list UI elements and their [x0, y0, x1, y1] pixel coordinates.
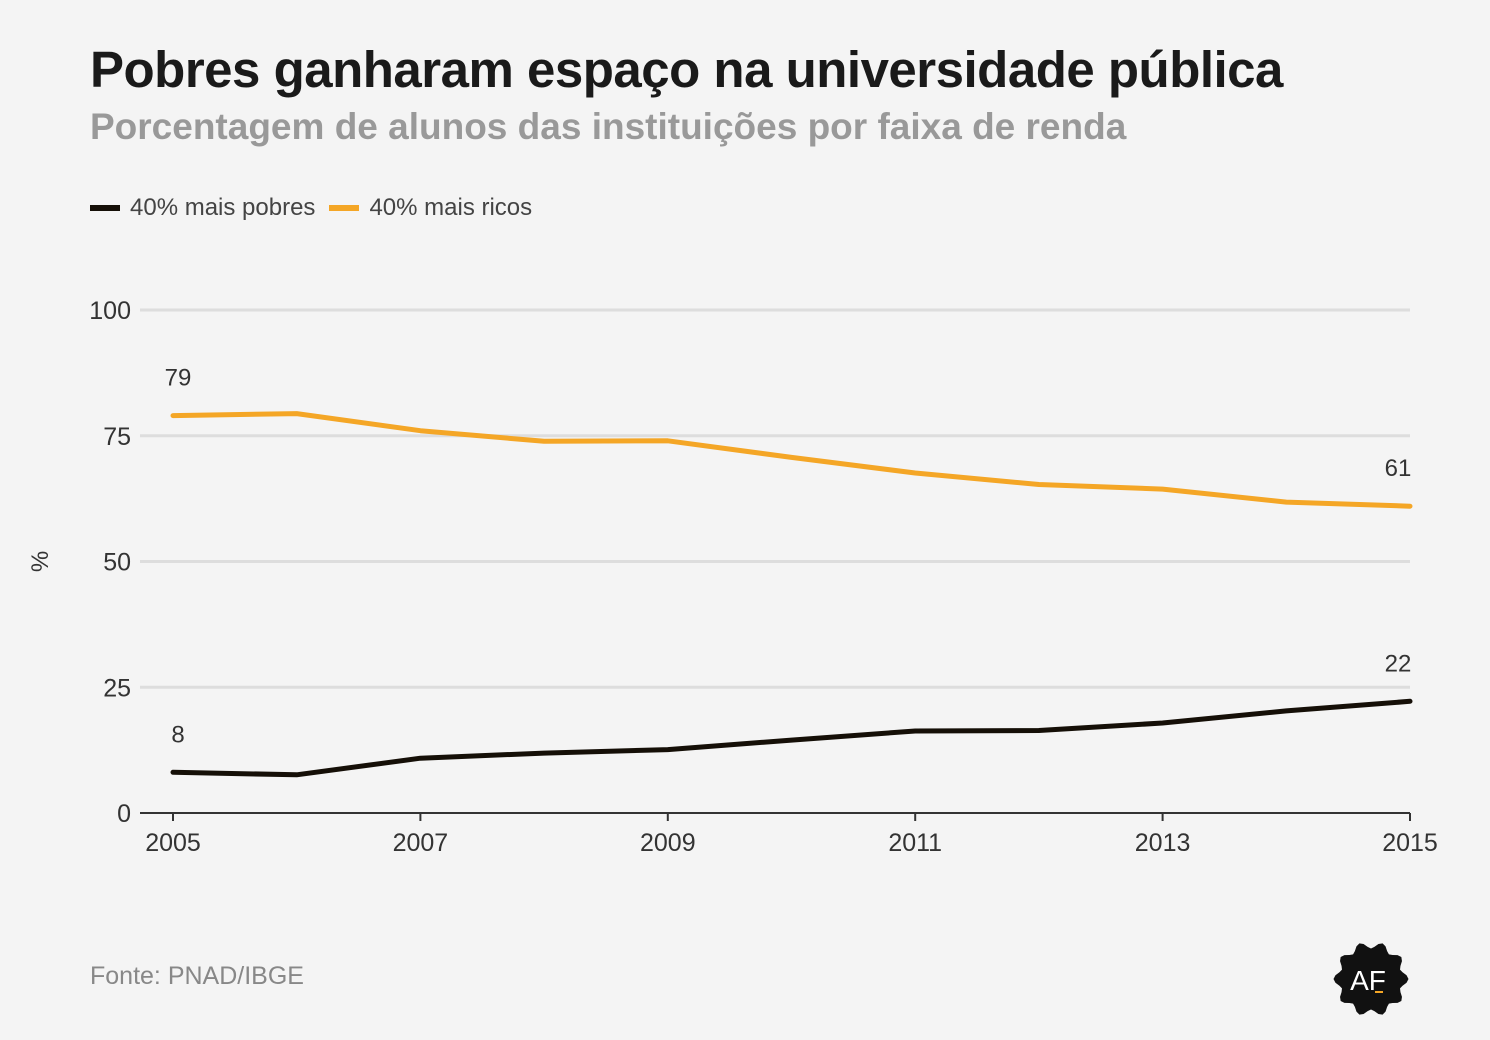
series-0-end-label: 22: [1385, 650, 1412, 677]
x-tick-label-2013: 2013: [1135, 829, 1191, 857]
x-tick-label-2005: 2005: [145, 829, 201, 857]
series-0-start-label: 8: [171, 721, 184, 748]
logo-badge-shape: [1333, 943, 1409, 1015]
legend-label-ricos: 40% mais ricos: [369, 194, 533, 221]
x-tick-label-2011: 2011: [888, 829, 942, 857]
y-tick-label-100: 100: [89, 297, 131, 325]
legend-item-pobres: 40% mais pobres: [90, 194, 315, 222]
x-tick-label-2009: 2009: [640, 829, 696, 857]
x-tick-label-2007: 2007: [393, 829, 449, 857]
publisher-logo: AF: [1333, 943, 1409, 1015]
series-line-1: [170, 411, 1413, 509]
series-1-start-label: 79: [165, 365, 192, 392]
series-line-0: [170, 698, 1413, 778]
y-tick-label-25: 25: [103, 674, 131, 702]
chart-subtitle: Porcentagem de alunos das instituições p…: [90, 106, 1127, 147]
chart-title: Pobres ganharam espaço na universidade p…: [90, 41, 1283, 98]
y-tick-label-75: 75: [103, 423, 131, 451]
legend: 40% mais pobres 40% mais ricos: [90, 194, 546, 222]
legend-item-ricos: 40% mais ricos: [329, 194, 532, 222]
y-tick-label-50: 50: [103, 549, 131, 577]
source-note: Fonte: PNAD/IBGE: [90, 962, 304, 990]
y-tick-label-0: 0: [117, 800, 131, 828]
x-tick-label-2015: 2015: [1382, 829, 1438, 857]
logo-text: AF: [1350, 965, 1386, 996]
legend-label-pobres: 40% mais pobres: [130, 194, 316, 221]
legend-swatch-pobres: [90, 205, 120, 211]
legend-swatch-ricos: [329, 205, 360, 211]
series-1-end-label: 61: [1385, 455, 1412, 482]
y-axis-label: %: [27, 551, 54, 572]
